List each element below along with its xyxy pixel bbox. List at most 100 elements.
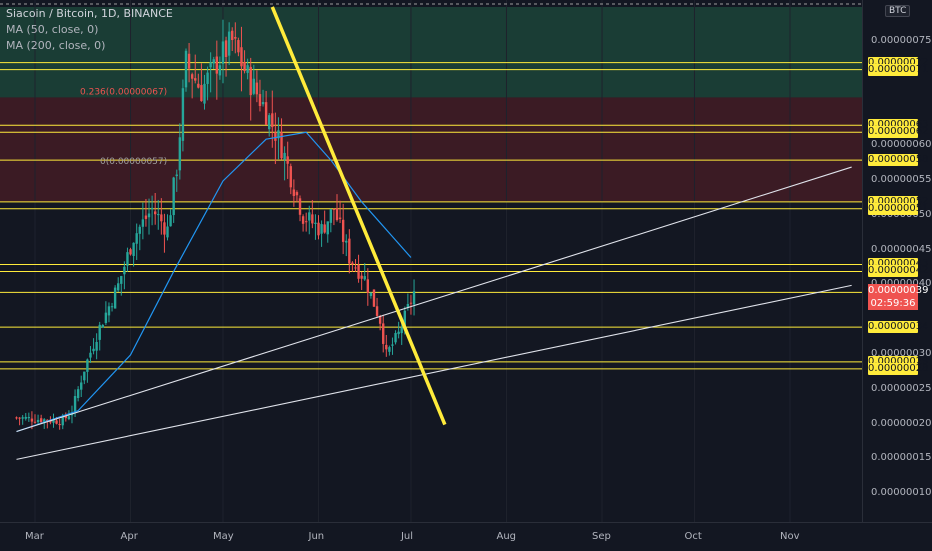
time-tick-label: Sep <box>592 531 611 542</box>
candle-body <box>372 289 376 307</box>
candle-body <box>231 30 234 40</box>
price-tick-label: 0.00000025 <box>871 382 932 394</box>
candle-body <box>274 132 277 141</box>
candle-countdown: 02:59:36 <box>870 298 916 310</box>
level-price-label: 0.00000058 <box>868 154 929 167</box>
time-tick-label: Aug <box>496 531 517 542</box>
candle-body <box>138 226 141 234</box>
candle-body <box>30 418 34 422</box>
candle-body <box>52 419 55 423</box>
candle-body <box>27 417 31 419</box>
candle-body <box>366 279 370 293</box>
fib-label: 0(0.00000057) <box>100 157 167 167</box>
candle-body <box>397 331 400 335</box>
candle-body <box>15 417 18 419</box>
current-price-label: 0.00000039 02:59:36 <box>868 284 928 311</box>
candle-body <box>357 264 360 279</box>
candle-body <box>345 240 348 243</box>
candle-body <box>338 217 342 219</box>
candle-body <box>98 324 101 340</box>
price-tick-label: 0.00000010 <box>871 487 932 499</box>
candle-body <box>320 224 323 234</box>
candle-body <box>141 219 145 227</box>
candle-body <box>178 137 182 171</box>
price-tick-label: 0.00000015 <box>871 452 932 464</box>
candle-body <box>24 416 27 419</box>
ascending-trendline[interactable] <box>16 284 852 460</box>
candle-body <box>184 50 188 88</box>
time-tick-label: Jun <box>308 531 325 542</box>
candle-body <box>311 214 314 224</box>
candle-body <box>409 302 413 304</box>
candle-body <box>92 348 95 352</box>
candle-body <box>33 421 37 423</box>
candle-body <box>304 221 308 223</box>
candle-body <box>301 216 305 224</box>
price-tick-label: 0.00000030 <box>871 347 932 359</box>
level-price-label: 0.00000071 <box>868 63 929 76</box>
candle-body <box>163 222 166 235</box>
candle-body <box>298 198 302 215</box>
candle-body <box>348 238 351 264</box>
candle-body <box>43 419 46 423</box>
time-tick-label: Apr <box>120 531 138 542</box>
candle-body <box>181 88 185 141</box>
currency-badge[interactable]: BTC <box>885 5 911 17</box>
candle-body <box>83 371 86 381</box>
candle-body <box>363 276 366 280</box>
candle-body <box>175 174 178 177</box>
time-tick-label: Jul <box>400 531 414 542</box>
candle-body <box>120 275 123 284</box>
ascending-trendline[interactable] <box>16 166 852 433</box>
downtrend-line[interactable] <box>270 6 447 426</box>
candle-body <box>227 31 231 56</box>
candle-body <box>117 283 120 291</box>
candle-body <box>255 82 259 95</box>
candle-body <box>234 36 237 39</box>
candle-body <box>400 327 403 334</box>
candle-body <box>246 65 249 73</box>
candle-body <box>280 132 283 159</box>
candle-body <box>295 192 299 196</box>
candle-body <box>292 189 296 196</box>
candle-body <box>101 325 104 328</box>
candle-body <box>286 156 289 164</box>
candle-body <box>67 416 71 420</box>
candle-body <box>194 78 197 81</box>
zone-red <box>0 97 862 202</box>
candle-body <box>351 262 354 265</box>
candle-body <box>129 249 132 255</box>
candle-body <box>332 208 336 211</box>
candle-body <box>215 56 219 74</box>
candle-body <box>271 113 274 128</box>
price-tick-label: 0.00000055 <box>871 173 932 185</box>
time-tick-label: Mar <box>25 531 44 542</box>
candle-body <box>39 418 43 423</box>
time-axis[interactable]: Mar Apr May Jun Jul Aug Sep Oct Nov <box>0 522 932 551</box>
level-price-label: 0.00000051 <box>868 202 929 215</box>
candle-body <box>104 312 108 324</box>
candle-body <box>113 287 117 309</box>
candle-body <box>18 417 21 419</box>
time-tick-label: May <box>212 531 234 542</box>
candle-body <box>123 266 126 275</box>
candle-body <box>403 310 406 331</box>
candle-body <box>64 415 68 419</box>
price-tick-label: 0.00000040 <box>871 278 931 289</box>
candle-body <box>314 222 317 224</box>
level-price-label: 0.00000034 <box>868 321 929 334</box>
candle-body <box>317 222 320 236</box>
candle-body <box>385 344 388 350</box>
candle-body <box>394 332 397 343</box>
candle-body <box>169 215 172 227</box>
candle-body <box>382 323 385 344</box>
time-tick-label: Nov <box>780 531 800 542</box>
candle-body <box>252 78 255 94</box>
candle-body <box>261 102 265 105</box>
candle-body <box>354 267 357 269</box>
candle-body <box>58 424 61 426</box>
candle-body <box>249 66 252 96</box>
level-price-label: 0.00000042 <box>868 265 929 278</box>
candle-body <box>200 85 203 102</box>
